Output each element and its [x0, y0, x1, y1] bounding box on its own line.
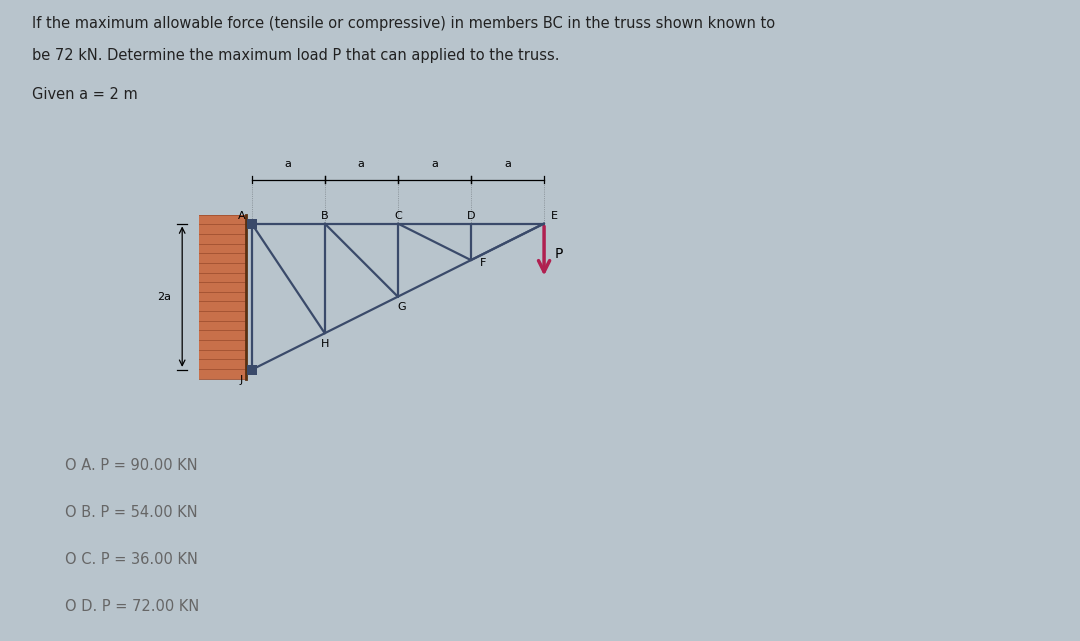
- Text: O A. P = 90.00 KN: O A. P = 90.00 KN: [65, 458, 198, 473]
- Text: E: E: [551, 212, 557, 221]
- Text: If the maximum allowable force (tensile or compressive) in members BC in the tru: If the maximum allowable force (tensile …: [32, 16, 775, 31]
- Text: P: P: [554, 247, 563, 261]
- Text: D: D: [467, 212, 475, 221]
- Text: a: a: [504, 160, 511, 169]
- Text: A: A: [239, 212, 246, 221]
- Text: be 72 kN. Determine the maximum load P that can applied to the truss.: be 72 kN. Determine the maximum load P t…: [32, 48, 559, 63]
- Text: C: C: [394, 212, 402, 221]
- Text: F: F: [480, 258, 486, 268]
- Text: a: a: [431, 160, 437, 169]
- Text: O C. P = 36.00 KN: O C. P = 36.00 KN: [65, 552, 198, 567]
- Bar: [199, 215, 246, 379]
- Text: a: a: [357, 160, 365, 169]
- Text: H: H: [321, 339, 329, 349]
- Text: O B. P = 54.00 KN: O B. P = 54.00 KN: [65, 505, 198, 520]
- Text: 2a: 2a: [158, 292, 172, 302]
- Text: a: a: [285, 160, 292, 169]
- Text: B: B: [321, 212, 328, 221]
- Text: O D. P = 72.00 KN: O D. P = 72.00 KN: [65, 599, 199, 613]
- Text: J: J: [240, 375, 243, 385]
- Text: Given a = 2 m: Given a = 2 m: [32, 87, 138, 101]
- Text: G: G: [397, 302, 406, 312]
